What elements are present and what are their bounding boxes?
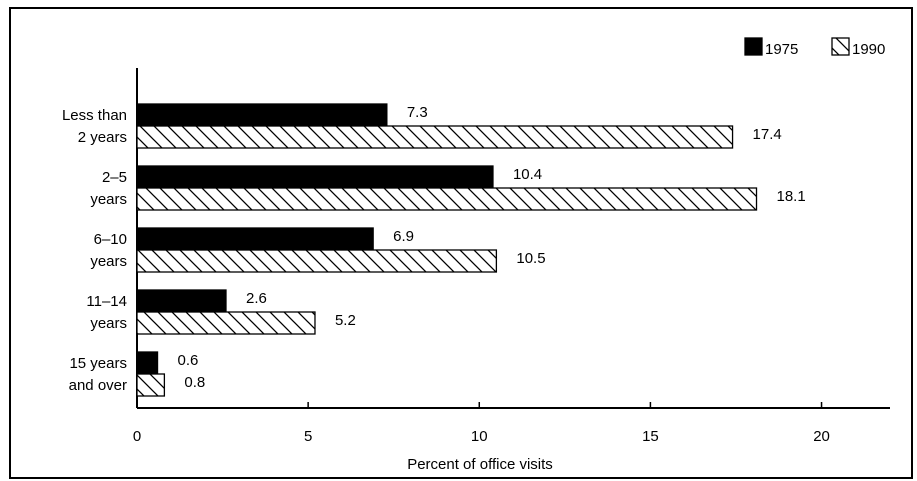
legend-label: 1975 bbox=[765, 41, 798, 58]
value-label: 10.5 bbox=[516, 250, 545, 267]
legend-swatch bbox=[744, 37, 763, 56]
bar bbox=[136, 249, 498, 273]
value-label: 17.4 bbox=[753, 126, 782, 143]
x-tick-label: 10 bbox=[471, 428, 488, 445]
bar bbox=[136, 373, 166, 397]
value-label: 7.3 bbox=[407, 104, 428, 121]
x-axis-label: Percent of office visits bbox=[407, 456, 553, 473]
x-tick-label: 0 bbox=[133, 428, 141, 445]
bar bbox=[136, 289, 227, 313]
y-tick-label: 2 years bbox=[78, 129, 127, 146]
value-label: 0.8 bbox=[184, 374, 205, 391]
value-label: 18.1 bbox=[777, 188, 806, 205]
value-label: 5.2 bbox=[335, 312, 356, 329]
bar bbox=[136, 125, 734, 149]
value-label: 6.9 bbox=[393, 228, 414, 245]
value-label: 10.4 bbox=[513, 166, 542, 183]
x-tick-label: 15 bbox=[642, 428, 659, 445]
bar bbox=[136, 187, 758, 211]
bar bbox=[136, 227, 374, 251]
bar bbox=[136, 351, 159, 375]
frame bbox=[9, 7, 913, 479]
value-label: 2.6 bbox=[246, 290, 267, 307]
y-tick-label: 6–10 bbox=[94, 231, 127, 248]
bar bbox=[136, 103, 388, 127]
y-tick-label: years bbox=[90, 191, 127, 208]
value-label: 0.6 bbox=[178, 352, 199, 369]
y-tick-label: 11–14 bbox=[86, 293, 127, 310]
y-tick-label: years bbox=[90, 315, 127, 332]
y-tick-label: and over bbox=[69, 377, 127, 394]
bar bbox=[136, 165, 494, 189]
x-tick-label: 20 bbox=[813, 428, 830, 445]
legend-label: 1990 bbox=[852, 41, 885, 58]
y-tick-label: 2–5 bbox=[102, 169, 127, 186]
bar bbox=[136, 311, 316, 335]
legend-swatch bbox=[831, 37, 850, 56]
x-tick-label: 5 bbox=[304, 428, 312, 445]
y-tick-label: years bbox=[90, 253, 127, 270]
y-tick-label: 15 years bbox=[69, 355, 127, 372]
y-tick-label: Less than bbox=[62, 107, 127, 124]
